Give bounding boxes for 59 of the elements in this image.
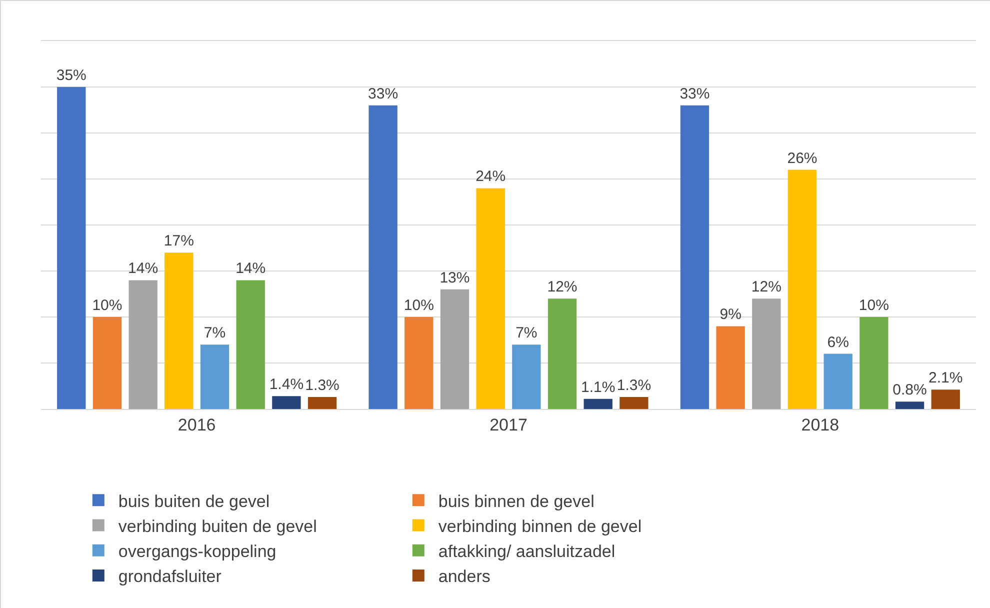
data-label: 10%	[858, 297, 889, 314]
data-label: 13%	[440, 269, 470, 286]
data-label: 1.1%	[581, 378, 616, 396]
bar	[512, 344, 541, 409]
bar	[272, 396, 301, 409]
data-label: 10%	[92, 297, 122, 314]
data-label: 0.8%	[892, 382, 927, 399]
data-label: 35%	[56, 67, 86, 84]
bar	[931, 390, 960, 409]
data-label: 7%	[516, 324, 538, 342]
legend-label: overgangs-koppeling	[118, 542, 276, 561]
legend-label: buis binnen de gevel	[438, 492, 594, 511]
data-label: 2.1%	[928, 370, 963, 387]
bar	[308, 397, 337, 409]
bar	[860, 317, 888, 409]
bar	[404, 317, 434, 409]
bar	[548, 298, 577, 409]
data-label: 9%	[720, 306, 742, 324]
bar	[895, 402, 924, 409]
data-label: 1.4%	[269, 376, 304, 394]
bar	[584, 398, 612, 409]
data-label: 17%	[164, 232, 194, 250]
data-label: 1.3%	[305, 377, 340, 394]
x-tick-label: 2017	[490, 415, 528, 434]
bar	[824, 354, 852, 409]
bar	[92, 317, 122, 409]
bar	[236, 280, 265, 409]
bar	[752, 298, 781, 409]
bar	[128, 280, 158, 409]
data-label: 14%	[128, 260, 158, 278]
bar	[368, 105, 398, 409]
bar	[476, 188, 505, 409]
bar	[788, 170, 817, 409]
x-tick-label: 2016	[178, 415, 216, 434]
data-label: 33%	[368, 85, 398, 102]
data-label: 14%	[236, 260, 266, 278]
legend-label: verbinding buiten de gevel	[118, 516, 317, 536]
bar	[200, 344, 230, 409]
bar	[620, 397, 648, 409]
data-label: 1.3%	[616, 377, 652, 394]
data-label: 33%	[680, 85, 710, 102]
x-tick-label: 2018	[801, 415, 840, 434]
bar	[57, 87, 86, 409]
bar	[680, 105, 710, 409]
legend-label: buis buiten de gevel	[118, 492, 270, 511]
bar	[164, 252, 194, 409]
legend-label: anders	[438, 567, 490, 586]
data-label: 26%	[787, 150, 818, 167]
bar	[440, 289, 470, 409]
data-label: 12%	[751, 278, 782, 296]
data-label: 10%	[404, 297, 434, 314]
data-label: 7%	[204, 324, 226, 342]
legend-label: grondafsluiter	[118, 567, 222, 586]
data-label: 24%	[476, 168, 506, 186]
legend-label: aftakking/ aansluitzadel	[438, 542, 616, 561]
bar	[716, 326, 745, 409]
data-label: 6%	[827, 334, 849, 351]
legend-label: verbinding binnen de gevel	[438, 516, 642, 536]
data-label: 12%	[547, 278, 578, 296]
